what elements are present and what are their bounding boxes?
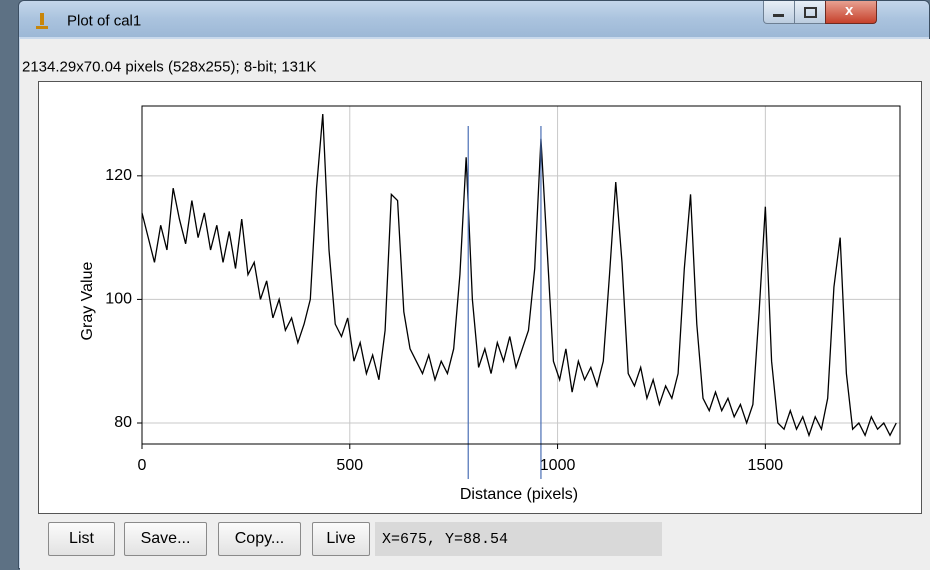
minimize-button[interactable] xyxy=(763,1,795,24)
client-area: 2134.29x70.04 pixels (528x255); 8-bit; 1… xyxy=(20,39,930,570)
y-tick-label: 100 xyxy=(105,291,132,308)
window-title: Plot of cal1 xyxy=(67,12,142,30)
button[interactable]: Save... xyxy=(124,522,207,556)
x-axis-label: Distance (pixels) xyxy=(460,486,578,503)
button[interactable]: List xyxy=(48,522,115,556)
y-axis-label: Gray Value xyxy=(79,261,96,340)
image-info: 2134.29x70.04 pixels (528x255); 8-bit; 1… xyxy=(22,58,317,76)
button[interactable]: Live xyxy=(312,522,370,556)
plot-area xyxy=(141,105,901,445)
x-tick-label: 0 xyxy=(138,457,147,474)
plot-panel: Distance (pixels) Gray Value 0 500 1000 150… xyxy=(38,81,922,514)
status-field: X=675, Y=88.54 xyxy=(375,522,662,556)
y-tick-label: 80 xyxy=(114,414,132,431)
close-button[interactable]: x xyxy=(825,1,877,24)
x-tick-label: 500 xyxy=(336,457,363,474)
x-tick-label: 1000 xyxy=(540,457,576,474)
title-bar: Plot of cal1 x xyxy=(19,1,929,37)
window: Plot of cal1 x 2134.29x70.04 pixels (528… xyxy=(18,0,930,570)
data-line xyxy=(141,113,897,438)
button[interactable]: Copy... xyxy=(218,522,301,556)
plot-frame xyxy=(38,81,922,514)
maximize-button[interactable] xyxy=(794,1,826,24)
y-tick-label: 120 xyxy=(105,167,132,184)
x-tick-label: 1500 xyxy=(748,457,784,474)
app-icon xyxy=(36,13,48,29)
